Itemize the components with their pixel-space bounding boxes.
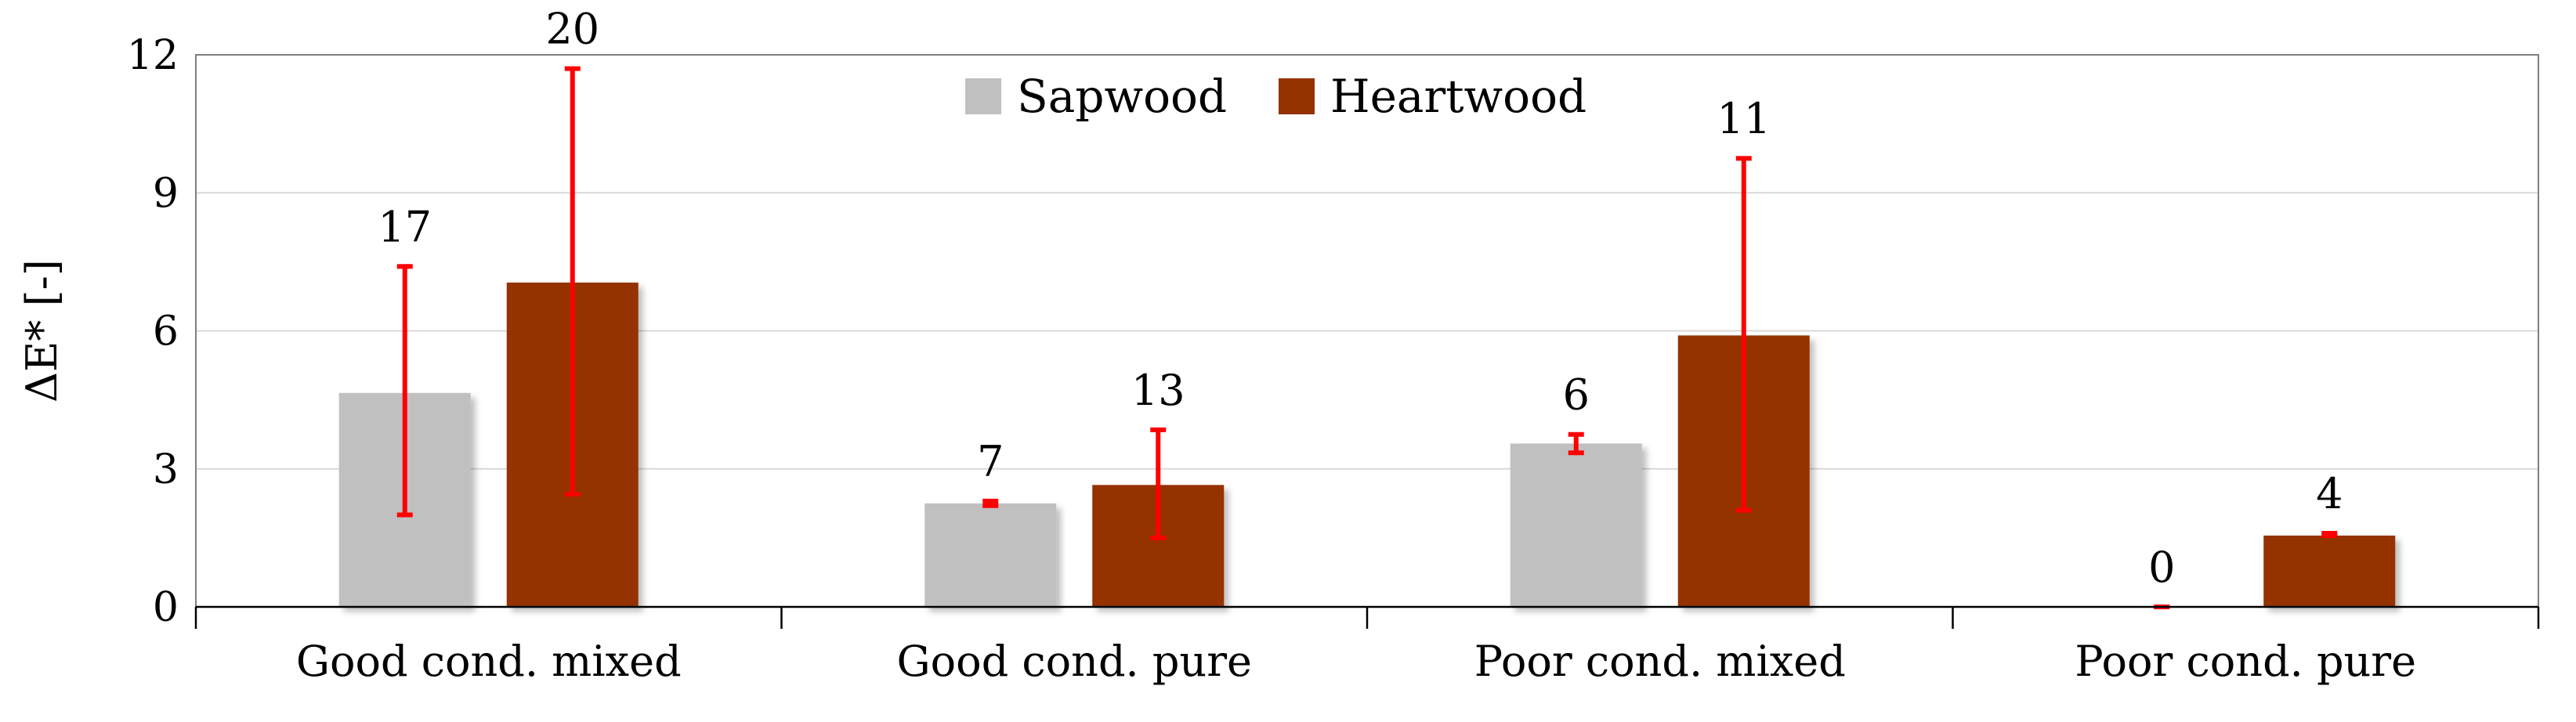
y-tick-label: 3 — [153, 446, 179, 493]
y-axis-title: ΔE* [-] — [17, 259, 67, 403]
legend-label-heartwood: Heartwood — [1330, 70, 1586, 123]
error-bars — [396, 66, 2338, 609]
y-tick-label: 9 — [153, 170, 179, 217]
legend: Sapwood Heartwood — [965, 70, 1586, 123]
sapwood-bar — [924, 503, 1057, 607]
data-label: 7 — [977, 437, 1004, 486]
y-axis-ticks: 0 3 6 9 12 — [127, 32, 179, 631]
x-axis-ticks — [194, 607, 2540, 629]
legend-label-sapwood: Sapwood — [1017, 70, 1227, 123]
data-label: 11 — [1717, 94, 1771, 143]
category-label: Poor cond. mixed — [1474, 637, 1846, 686]
legend-swatch-heartwood — [1279, 78, 1315, 114]
data-label: 13 — [1131, 366, 1185, 415]
data-label: 6 — [1563, 370, 1590, 420]
data-label: 4 — [2316, 469, 2343, 518]
category-label: Good cond. pure — [897, 637, 1252, 686]
legend-swatch-sapwood — [965, 78, 1001, 114]
category-labels: Good cond. mixed Good cond. pure Poor cond… — [296, 637, 2416, 686]
heartwood-bar — [2263, 535, 2396, 607]
category-label: Poor cond. pure — [2075, 637, 2416, 686]
data-labels: 17 7 6 0 20 13 11 4 — [378, 5, 2343, 592]
data-label: 0 — [2148, 543, 2175, 592]
category-label: Good cond. mixed — [296, 637, 682, 686]
y-tick-label: 6 — [153, 309, 179, 356]
y-tick-label: 0 — [153, 584, 179, 631]
y-tick-label: 12 — [127, 32, 179, 79]
data-label: 17 — [378, 202, 432, 251]
sapwood-bar — [1510, 443, 1642, 607]
data-label: 20 — [545, 5, 599, 54]
